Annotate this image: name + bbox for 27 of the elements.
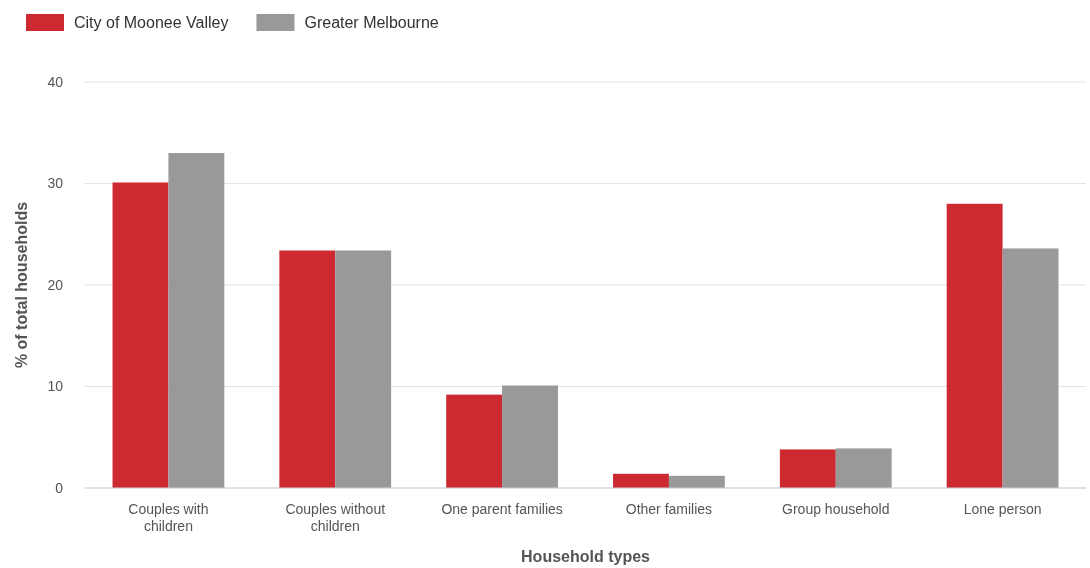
x-tick-label: Couples without children	[285, 500, 386, 534]
x-tick-label: Lone person	[963, 500, 1042, 517]
bar	[779, 449, 836, 488]
x-tick-label: Other families	[625, 500, 713, 517]
legend-label: Greater Melbourne	[304, 14, 439, 31]
y-tick-label: 10	[47, 378, 64, 395]
x-tick-label: Couples with children	[128, 500, 209, 534]
x-axis-title: Household types	[521, 548, 651, 565]
x-tick-label: One parent families	[441, 500, 563, 517]
bar	[335, 250, 392, 488]
bar	[168, 153, 225, 488]
x-tick-label: Group household	[782, 500, 890, 517]
bar	[1002, 248, 1059, 488]
bar	[946, 203, 1003, 488]
y-tick-label: 20	[47, 276, 64, 293]
y-axis-title: % of total households	[13, 201, 30, 369]
bar	[112, 182, 169, 488]
bar	[613, 473, 669, 488]
y-tick-label: 0	[55, 479, 64, 496]
bar	[668, 475, 725, 488]
bar	[446, 394, 503, 488]
bar	[279, 250, 336, 488]
legend-label: City of Moonee Valley	[74, 14, 229, 31]
y-tick-label: 30	[47, 175, 64, 192]
bar	[835, 448, 892, 488]
y-tick-label: 40	[47, 73, 64, 90]
bar	[502, 385, 558, 488]
